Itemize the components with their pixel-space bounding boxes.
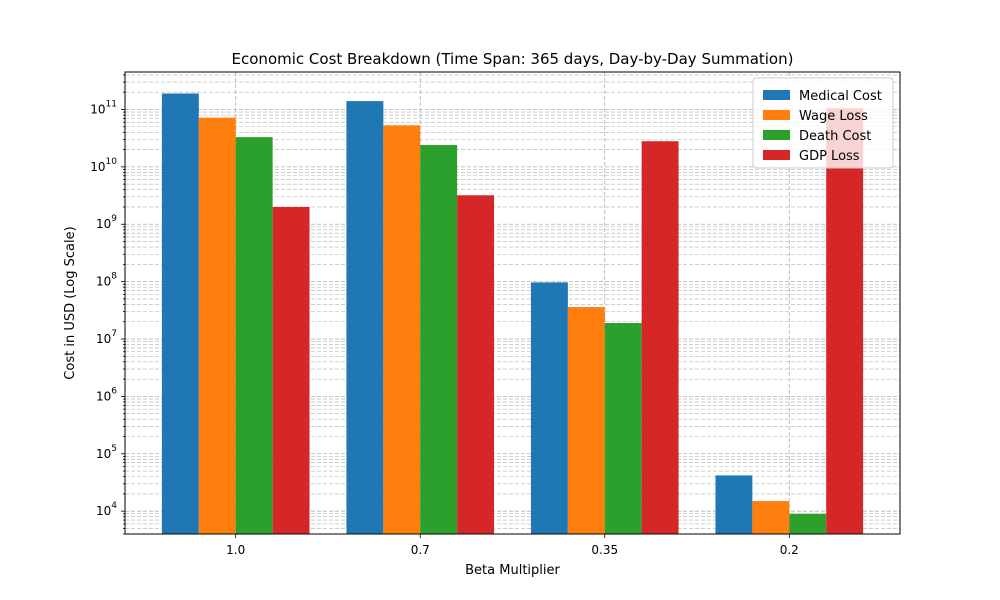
bar-medical-cost-0.35 [530,282,568,534]
y-tick-label: 105 [96,444,117,461]
bar-gdp-loss-0.2 [826,108,864,534]
y-tick-label: 109 [96,214,117,231]
chart-title: Economic Cost Breakdown (Time Span: 365 … [232,50,794,68]
y-tick-label: 106 [96,386,117,403]
y-tick-label: 1010 [90,157,117,174]
bar-medical-cost-0.7 [346,101,384,534]
bar-gdp-loss-0.7 [457,195,495,535]
x-axis-label: Beta Multiplier [465,563,560,578]
x-tick-label: 1.0 [226,543,245,557]
x-tick-label: 0.35 [591,543,618,557]
bar-wage-loss-0.7 [383,125,421,535]
bar-gdp-loss-1.0 [272,206,310,534]
y-tick-label: 104 [96,501,117,518]
legend-swatch [763,130,790,140]
bar-death-cost-0.35 [604,323,642,534]
legend: Medical Cost Wage Loss Death Cost GDP Loss [752,77,894,169]
legend-label: Medical Cost [799,89,882,104]
bar-medical-cost-0.2 [715,475,753,534]
bars [161,93,864,535]
ticks: 104 105 106 107 108 109 1010 1011 1.0 0.7 0.35 0.2 [90,74,799,557]
y-tick-label: 107 [96,329,117,346]
bar-death-cost-0.2 [789,513,827,534]
legend-swatch [763,90,790,100]
legend-swatch [763,150,790,160]
bar-wage-loss-1.0 [198,117,236,535]
legend-label: GDP Loss [799,149,860,164]
bar-wage-loss-0.35 [567,307,605,534]
legend-label: Death Cost [799,129,871,144]
bar-gdp-loss-0.35 [641,141,679,534]
y-tick-label: 1011 [90,99,117,116]
bar-medical-cost-1.0 [161,93,199,534]
bar-death-cost-1.0 [235,137,273,535]
y-tick-label: 108 [96,272,117,289]
plot-frame [124,71,901,535]
legend-box [752,77,894,169]
y-axis-label: Cost in USD (Log Scale) [63,226,78,379]
x-tick-label: 0.2 [780,543,799,557]
x-tick-label: 0.7 [411,543,430,557]
bar-death-cost-0.7 [420,145,458,534]
legend-label: Wage Loss [799,109,868,124]
bar-wage-loss-0.2 [752,501,790,534]
legend-swatch [763,110,790,120]
